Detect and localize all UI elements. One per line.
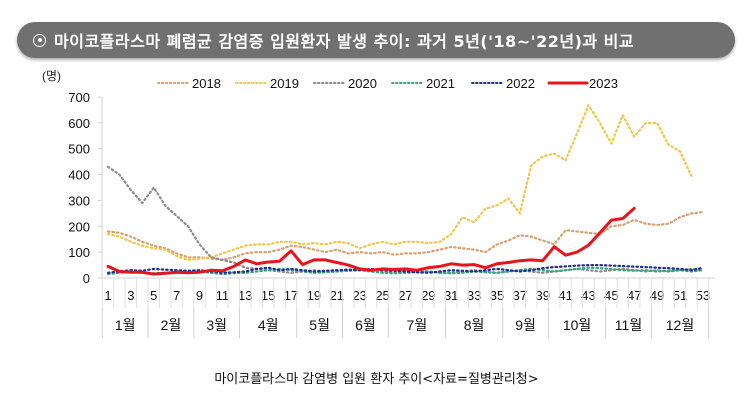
- month-label: 4월: [258, 317, 279, 333]
- legend-label-2020: 2020: [348, 76, 377, 91]
- x-tick-label: 35: [490, 288, 504, 303]
- month-label: 6월: [355, 317, 376, 333]
- title-banner: 마이코플라스마 폐렴균 감염증 입원환자 발생 추이: 과거 5년('18~'2…: [17, 22, 735, 58]
- y-axis-label: (명): [42, 69, 61, 83]
- y-tick-label: 700: [68, 90, 90, 105]
- x-tick-label: 31: [444, 288, 458, 303]
- x-tick-label: 41: [558, 288, 572, 303]
- y-tick-label: 100: [68, 245, 90, 260]
- x-tick-label: 53: [696, 288, 710, 303]
- x-tick-label: 37: [513, 288, 527, 303]
- month-label: 5월: [309, 317, 330, 333]
- x-tick-label: 3: [127, 288, 134, 303]
- x-tick-label: 13: [238, 288, 252, 303]
- month-label: 3월: [206, 317, 227, 333]
- x-tick-label: 17: [284, 288, 298, 303]
- x-tick-label: 19: [307, 288, 321, 303]
- target-circle-icon: [33, 33, 46, 47]
- x-tick-label: 27: [398, 288, 412, 303]
- x-tick-label: 15: [261, 288, 275, 303]
- y-tick-label: 500: [68, 142, 90, 157]
- x-tick-label: 45: [604, 288, 618, 303]
- month-label: 8월: [464, 317, 485, 333]
- series-line-2019: [106, 104, 693, 261]
- x-tick-label: 23: [352, 288, 366, 303]
- x-tick-label: 29: [421, 288, 435, 303]
- legend-label-2022: 2022: [506, 76, 535, 91]
- y-tick-label: 600: [68, 116, 90, 131]
- month-label: 1월: [115, 317, 136, 333]
- caption: 마이코플라스마 감염병 입원 환자 추이<자료=질병관리청>: [214, 372, 539, 387]
- month-label: 9월: [515, 317, 536, 333]
- x-tick-label: 33: [467, 288, 481, 303]
- legend-label-2019: 2019: [270, 76, 299, 91]
- x-tick-label: 51: [673, 288, 687, 303]
- legend-label-2021: 2021: [426, 76, 455, 91]
- month-label: 11월: [615, 317, 642, 333]
- legend-label-2018: 2018: [192, 76, 221, 91]
- y-tick-label: 400: [68, 168, 90, 183]
- x-tick-label: 49: [650, 288, 664, 303]
- x-tick-label: 1: [104, 288, 111, 303]
- x-tick-label: 21: [330, 288, 344, 303]
- x-tick-label: 5: [150, 288, 157, 303]
- month-label: 2월: [161, 317, 182, 333]
- x-tick-label: 11: [216, 288, 230, 303]
- y-tick-label: 200: [68, 219, 90, 234]
- month-label: 7월: [407, 317, 428, 333]
- legend-label-2023: 2023: [589, 76, 618, 91]
- y-tick-label: 300: [68, 193, 90, 208]
- x-tick-label: 9: [196, 288, 203, 303]
- y-tick-label: 0: [83, 271, 90, 286]
- x-tick-label: 39: [535, 288, 549, 303]
- month-label: 12월: [666, 317, 694, 333]
- month-label: 10월: [563, 317, 591, 333]
- x-tick-label: 7: [173, 288, 180, 303]
- series-line-2023: [106, 206, 636, 276]
- x-tick-label: 47: [627, 288, 641, 303]
- x-tick-label: 25: [375, 288, 389, 303]
- x-tick-label: 43: [581, 288, 595, 303]
- title-text: 마이코플라스마 폐렴균 감염증 입원환자 발생 추이: 과거 5년('18~'2…: [54, 32, 635, 51]
